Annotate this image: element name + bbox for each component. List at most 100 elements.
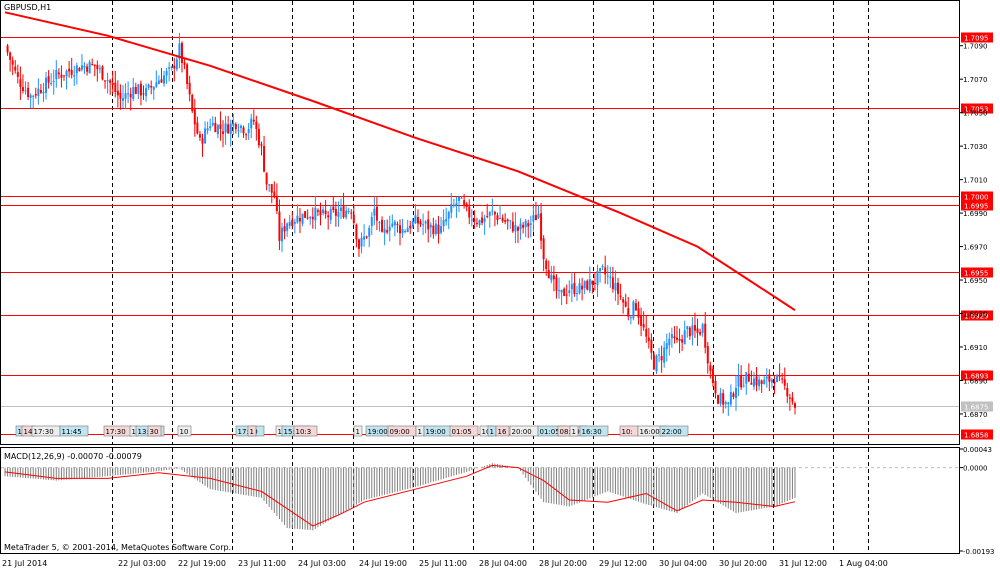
candle-body — [465, 203, 468, 208]
candle-body — [496, 215, 499, 221]
event-marker-label: 10:3 — [296, 428, 312, 436]
price-tick-label: 1.7070 — [963, 76, 988, 84]
candle-body — [347, 210, 350, 212]
time-tick-label: 24 Jul 03:00 — [298, 559, 346, 568]
candle-body — [565, 294, 568, 296]
candle-body — [152, 86, 155, 90]
candle-body — [768, 374, 771, 382]
candle-body — [270, 184, 273, 193]
candle-body — [670, 334, 673, 339]
candle-body — [68, 68, 71, 72]
event-marker-label: 16:00 — [640, 428, 660, 436]
candle-body — [163, 75, 166, 84]
candle-body — [209, 126, 212, 129]
candle-body — [783, 379, 786, 386]
macd-header: MACD(12,26,9) -0.00070 -0.00079 — [4, 452, 142, 461]
candle-body — [427, 219, 430, 230]
candle-body — [281, 227, 284, 242]
time-tick-label: 30 Jul 20:00 — [719, 559, 767, 568]
candle-body — [701, 324, 704, 333]
time-tick-label: 1 Aug 04:00 — [839, 559, 888, 568]
candle-body — [16, 72, 19, 77]
candle-body — [183, 62, 186, 65]
event-marker — [353, 425, 363, 437]
candle-body — [445, 218, 448, 222]
candle-body — [642, 324, 645, 328]
candle-body — [278, 211, 281, 241]
candle-body — [134, 86, 137, 94]
candle-body — [422, 224, 425, 226]
candle-body — [678, 338, 681, 341]
candle-body — [696, 328, 699, 333]
candle-body — [96, 64, 99, 70]
candle-body — [216, 125, 219, 135]
event-marker-label: 1 — [490, 428, 494, 436]
time-tick-label: 31 Jul 12:00 — [779, 559, 827, 568]
candles-layer — [6, 32, 796, 416]
candle-body — [37, 88, 40, 96]
candle-body — [27, 87, 30, 98]
candle-body — [770, 379, 773, 383]
candle-body — [52, 80, 55, 82]
candle-body — [345, 210, 348, 218]
candle-body — [21, 87, 24, 91]
price-level-tag — [961, 200, 993, 211]
candle-body — [729, 392, 732, 405]
candle-body — [406, 227, 409, 233]
candle-body — [34, 93, 37, 96]
candle-body — [291, 219, 294, 227]
candle-body — [229, 123, 232, 134]
candle-body — [593, 282, 596, 284]
candle-body — [460, 197, 463, 199]
candle-body — [273, 191, 276, 198]
candle-body — [60, 74, 63, 78]
candle-body — [652, 354, 655, 370]
macd-layer — [1, 463, 959, 531]
candle-body — [357, 239, 360, 249]
axes-layer: 21 Jul 2014 22 Jul 03:00 22 Jul 19:00 23 Ju… — [2, 43, 994, 568]
candle-body — [632, 301, 635, 319]
time-tick-label: 23 Jul 11:00 — [238, 559, 286, 568]
candle-body — [470, 219, 473, 221]
price-tick-label: 1.7010 — [963, 177, 988, 185]
candle-body — [6, 45, 9, 53]
time-tick-label: 22 Jul 19:00 — [178, 559, 226, 568]
price-tick-label: 1.7090 — [963, 43, 988, 51]
candle-body — [599, 268, 602, 272]
price-tick-label: 1.7050 — [963, 110, 988, 118]
candle-body — [683, 330, 686, 345]
candle-body — [147, 84, 150, 88]
candle-body — [370, 216, 373, 227]
event-marker-label: 17:30 — [106, 428, 126, 436]
candle-body — [111, 82, 114, 86]
candle-body — [781, 378, 784, 380]
candle-body — [252, 119, 255, 122]
candle-body — [763, 379, 766, 385]
price-level-label: 1.7000 — [964, 194, 989, 202]
candle-body — [157, 80, 160, 84]
candle-body — [242, 127, 245, 134]
candle-body — [127, 93, 130, 95]
candle-body — [560, 289, 563, 293]
candle-body — [681, 339, 684, 343]
candle-body — [350, 212, 353, 214]
candle-body — [740, 376, 743, 388]
candle-body — [627, 308, 630, 317]
candle-body — [647, 337, 650, 341]
candle-body — [399, 225, 401, 234]
candle-body — [529, 223, 532, 225]
copyright-text: MetaTrader 5, © 2001-2014, MetaQuotes So… — [4, 543, 231, 552]
candle-body — [337, 212, 340, 217]
candle-body — [175, 59, 178, 70]
candle-body — [45, 77, 48, 93]
event-marker-label: 01:05 — [452, 428, 472, 436]
candle-body — [416, 217, 419, 224]
candle-body — [401, 229, 404, 234]
event-marker-label: 19:00 — [368, 428, 388, 436]
time-tick-label: 30 Jul 04:00 — [659, 559, 707, 568]
candle-body — [265, 172, 268, 185]
candle-body — [522, 224, 525, 228]
candle-body — [393, 221, 396, 226]
